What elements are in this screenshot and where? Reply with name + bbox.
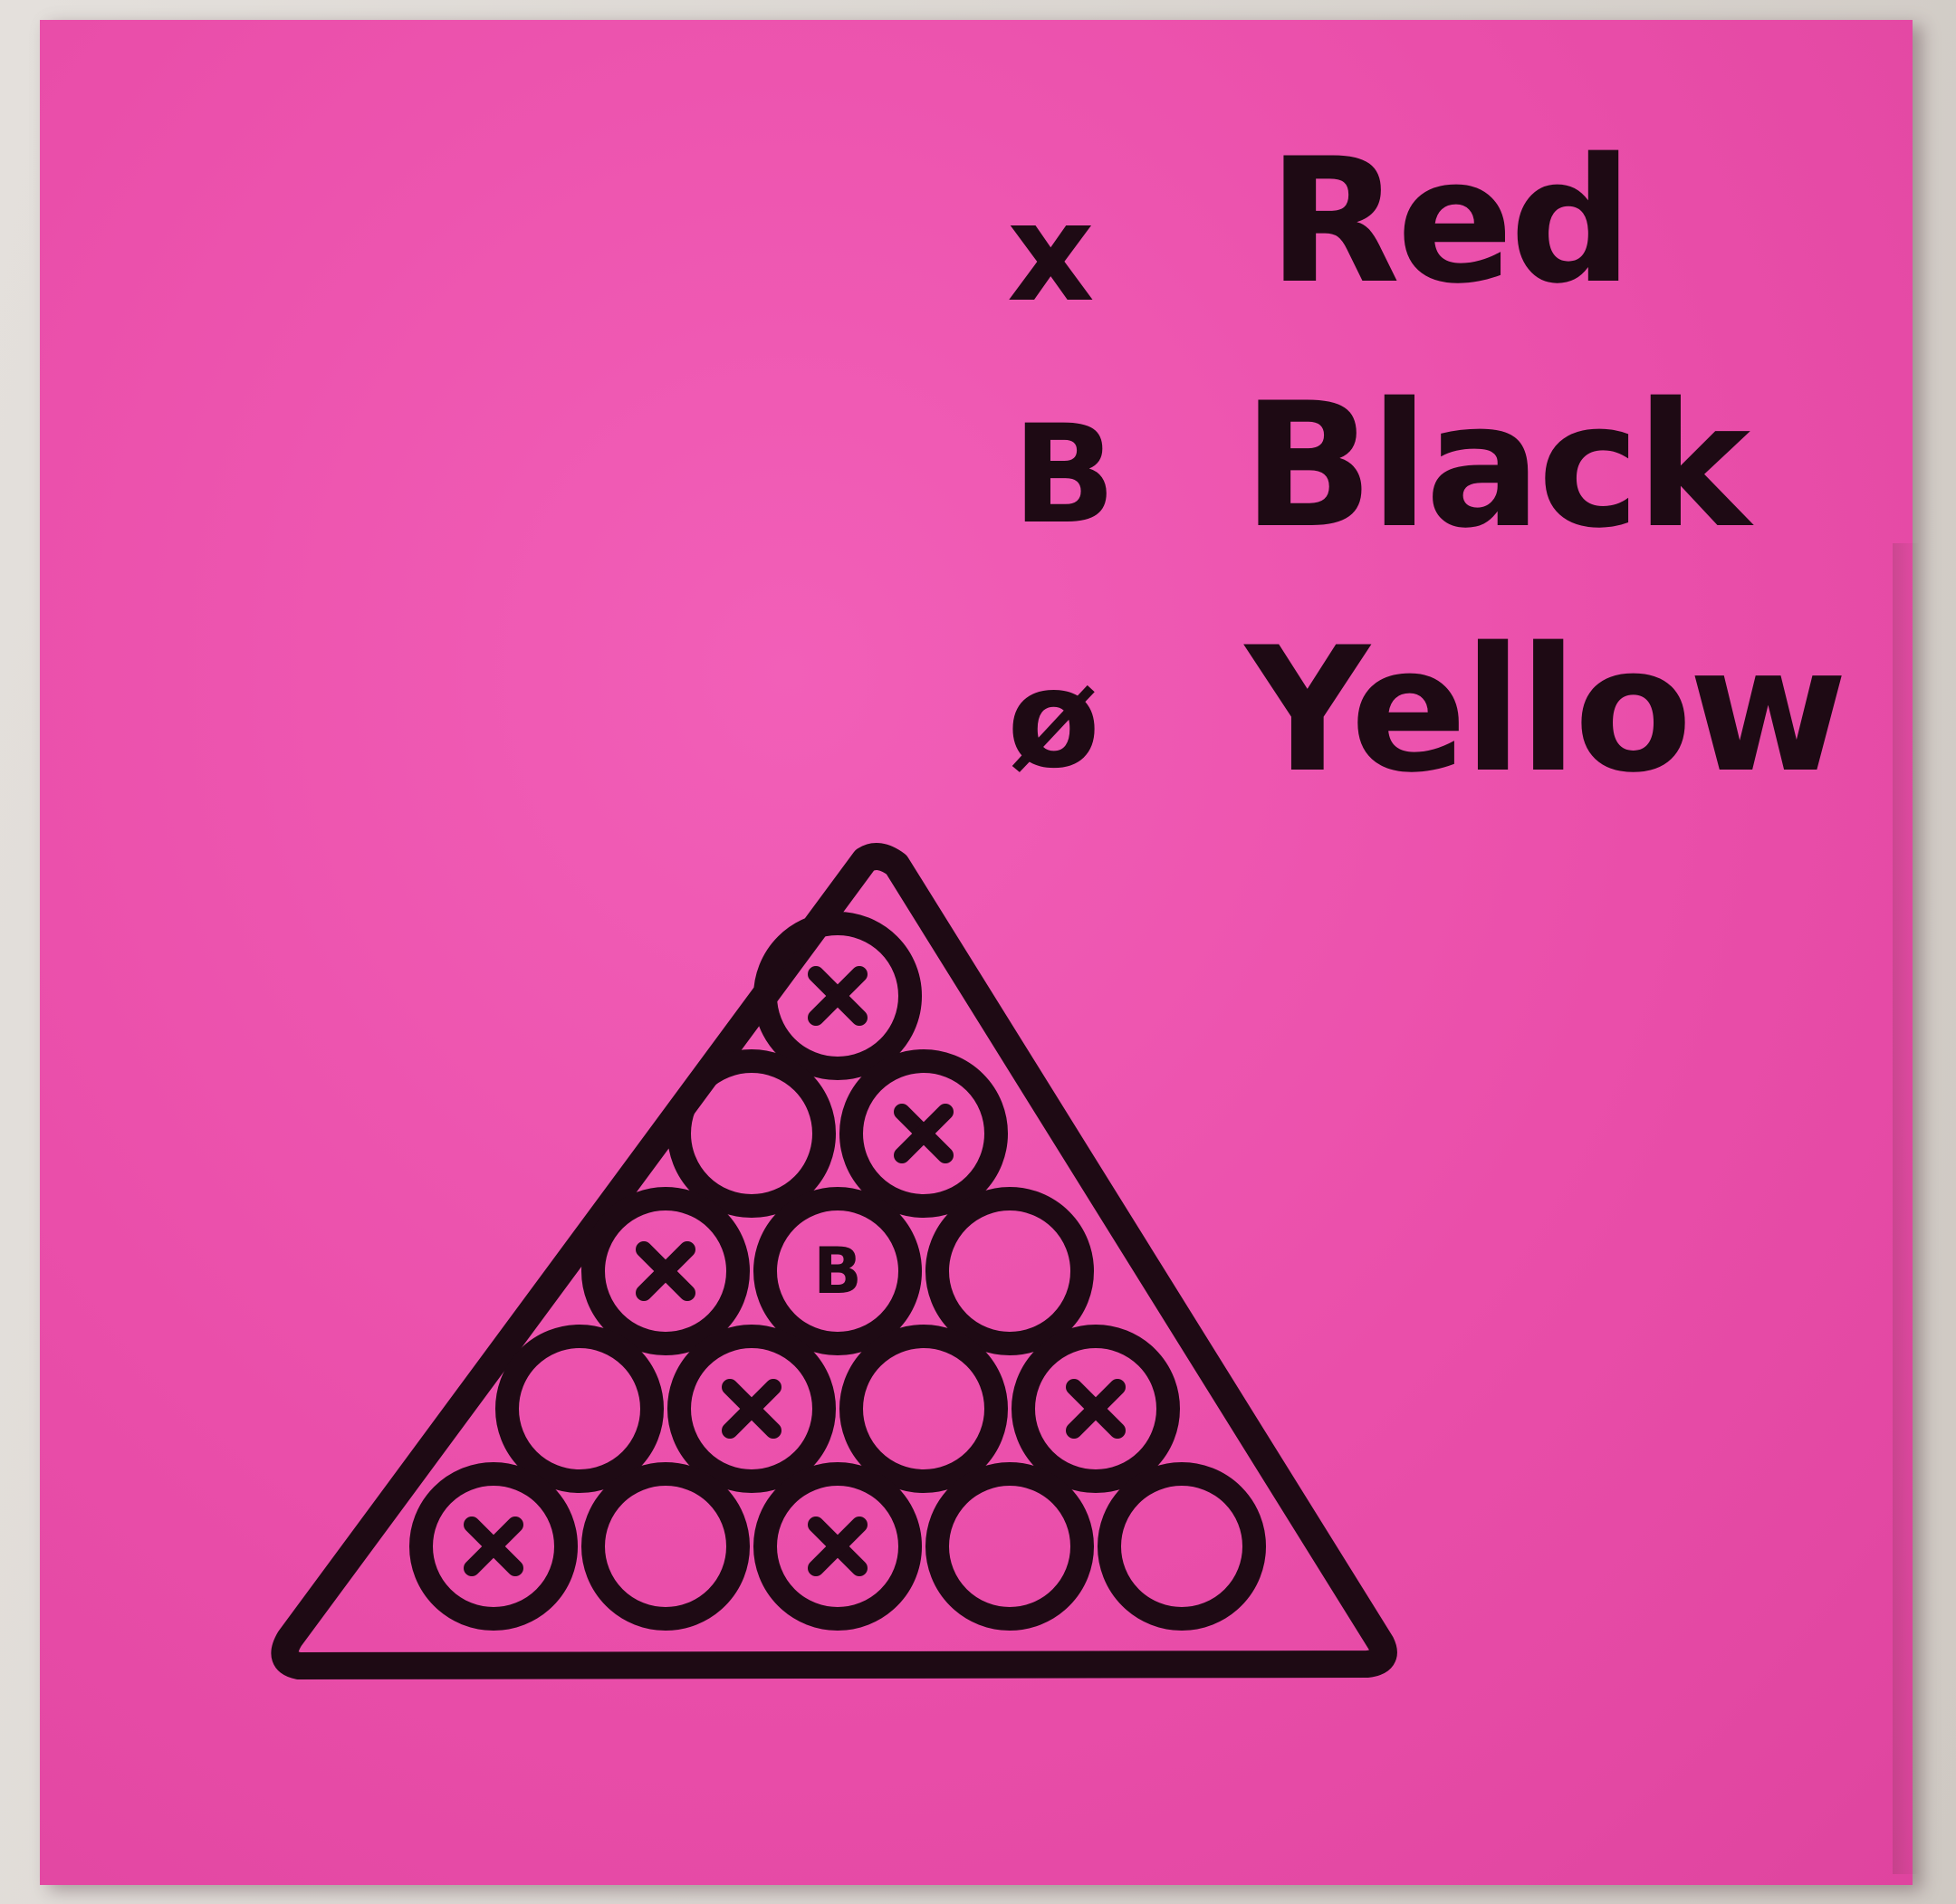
- rack-ball: [409, 1462, 578, 1631]
- rack-ball: [839, 1325, 1008, 1493]
- ball-outline: [753, 1462, 922, 1631]
- ball-outline: [925, 1187, 1094, 1355]
- red-ball-mark: [808, 966, 868, 1026]
- ball-outline: [753, 912, 922, 1080]
- red-ball-mark: [894, 1104, 954, 1163]
- ball-outline: [1098, 1462, 1266, 1631]
- ball-outline: [581, 1462, 750, 1631]
- legend-symbol: ø: [1007, 641, 1101, 799]
- red-ball-mark: [808, 1517, 868, 1576]
- red-ball-mark: [722, 1379, 781, 1439]
- black-ball-mark: B: [813, 1234, 861, 1308]
- legend-label: Red: [1268, 121, 1633, 321]
- ball-outline: [409, 1462, 578, 1631]
- ball-outline: [495, 1325, 664, 1493]
- ball-outline: [1012, 1325, 1180, 1493]
- rack-ball: B: [753, 1187, 922, 1355]
- rack-ball: [667, 1325, 836, 1493]
- red-ball-mark: [636, 1241, 695, 1301]
- legend-symbol: x: [1007, 175, 1095, 332]
- rack-ball: [581, 1187, 750, 1355]
- red-ball-mark: [464, 1517, 523, 1576]
- rack-ball: [753, 1462, 922, 1631]
- rack-ball: [495, 1325, 664, 1493]
- rack-ball: [753, 912, 922, 1080]
- rack-triangle: [271, 843, 1397, 1679]
- rack-ball: [1098, 1462, 1266, 1631]
- legend-label: Yellow: [1245, 610, 1847, 810]
- ball-outline: [839, 1049, 1008, 1218]
- ball-outline: [667, 1049, 836, 1218]
- legend-symbol: B: [1012, 397, 1117, 554]
- ball-outline: [667, 1325, 836, 1493]
- rack-ball: [925, 1462, 1094, 1631]
- note-edge-shadow: [1893, 543, 1920, 1874]
- ball-outline: [753, 1187, 922, 1355]
- legend-label: Black: [1242, 366, 1750, 566]
- rack-ball: [1012, 1325, 1180, 1493]
- ball-outline: [925, 1462, 1094, 1631]
- ball-outline: [581, 1187, 750, 1355]
- rack-ball: [925, 1187, 1094, 1355]
- ball-outline: [839, 1325, 1008, 1493]
- red-ball-mark: [1066, 1379, 1126, 1439]
- rack-ball: [581, 1462, 750, 1631]
- rack-ball: [667, 1049, 836, 1218]
- rack-ball: [839, 1049, 1008, 1218]
